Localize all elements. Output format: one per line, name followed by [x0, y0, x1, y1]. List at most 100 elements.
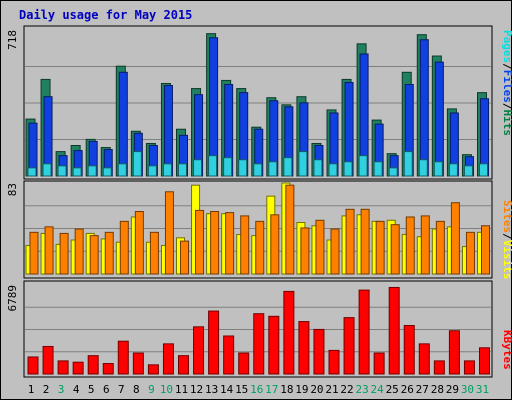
bar-kbytes-day-25 [388, 286, 400, 375]
bar-kbytes-day-21 [328, 349, 340, 375]
bar-pages-day-4 [72, 167, 82, 177]
bar-pages-day-12 [193, 159, 203, 177]
bar-kbytes-day-22 [343, 317, 355, 375]
bar-files-day-7 [118, 71, 128, 177]
max-label: 6789 [6, 285, 19, 312]
bar-sites-day-22 [345, 208, 355, 275]
bar-pages-day-1 [27, 167, 37, 177]
bar-sites-day-20 [315, 219, 325, 275]
day-axis-labels: 1 2 3 4 5 6 7 8 9 10 11 12 13 14 15 16 17 18 19 20 21 22 23 24 2… [28, 383, 489, 396]
legend-item: / [501, 233, 512, 240]
bar-sites-day-8 [134, 211, 144, 275]
bar-sites-day-11 [180, 240, 189, 275]
legend-sites-visits: Sites/Visits [501, 200, 512, 280]
bar-kbytes-day-26 [403, 324, 415, 375]
day-label: 24 [371, 383, 385, 396]
bar-kbytes-day-31 [479, 347, 490, 375]
bar-sites-day-10 [164, 191, 174, 275]
day-label: 1 [28, 383, 35, 396]
bar-kbytes-day-4 [72, 361, 84, 375]
bar-group [25, 182, 490, 275]
day-label: 15 [235, 383, 248, 396]
bar-kbytes-day-3 [57, 360, 69, 375]
bar-files-day-10 [163, 85, 173, 177]
legend-item: Hits [501, 110, 512, 137]
bar-sites-day-24 [375, 220, 385, 275]
legend-item: / [501, 63, 512, 70]
bar-pages-day-15 [238, 159, 248, 177]
bar-kbytes-day-2 [42, 345, 54, 375]
bar-kbytes-day-17 [268, 315, 280, 375]
bar-kbytes-day-7 [117, 340, 129, 375]
panel-hits-files-pages: 718 Pages/Files/Hits [6, 25, 512, 180]
bar-pages-day-18 [283, 157, 293, 177]
bar-files-day-27 [419, 39, 429, 177]
day-label: 7 [118, 383, 125, 396]
bar-kbytes-day-28 [433, 360, 445, 375]
legend-item: Sites [501, 200, 512, 233]
bar-kbytes-day-20 [313, 328, 325, 375]
bar-pages-day-3 [57, 165, 67, 177]
bar-kbytes-day-29 [448, 330, 460, 375]
bar-kbytes-day-30 [463, 360, 475, 375]
legend-kbytes: KBytes [501, 330, 512, 370]
bar-pages-day-19 [298, 151, 308, 177]
panel-kbytes: 6789 KBytes [6, 280, 512, 378]
bar-sites-day-26 [405, 216, 415, 275]
bar-sites-day-7 [119, 220, 129, 275]
bar-kbytes-day-6 [102, 363, 114, 375]
bar-sites-day-23 [360, 208, 370, 275]
day-label: 13 [205, 383, 218, 396]
bar-kbytes-day-16 [253, 313, 265, 375]
legend-item: Visits [501, 240, 512, 280]
legend-item: Files [501, 70, 512, 103]
bar-pages-day-2 [42, 163, 52, 177]
day-label: 22 [340, 383, 353, 396]
day-label: 29 [446, 383, 459, 396]
day-label: 8 [133, 383, 140, 396]
day-label: 17 [265, 383, 278, 396]
bar-pages-day-31 [479, 163, 488, 177]
bar-kbytes-day-8 [132, 352, 144, 375]
bar-kbytes-day-11 [178, 355, 189, 375]
bar-kbytes-day-27 [418, 343, 430, 375]
bar-pages-day-21 [328, 163, 338, 177]
bar-kbytes-day-13 [208, 310, 220, 375]
bar-pages-day-9 [147, 165, 157, 177]
bar-files-day-28 [434, 61, 444, 177]
day-label: 23 [355, 383, 368, 396]
bar-kbytes-day-14 [223, 335, 235, 375]
day-label: 11 [175, 383, 188, 396]
bar-sites-day-21 [330, 228, 340, 275]
day-label: 26 [401, 383, 414, 396]
bar-kbytes-day-10 [162, 343, 174, 375]
day-label: 6 [103, 383, 110, 396]
bar-kbytes-day-15 [238, 352, 250, 375]
day-label: 9 [148, 383, 155, 396]
bar-pages-day-5 [87, 165, 97, 177]
day-label: 5 [88, 383, 95, 396]
day-label: 20 [310, 383, 323, 396]
panel-sites-visits: 83 Sites/Visits [6, 180, 512, 280]
bar-pages-day-11 [178, 163, 187, 177]
day-label: 28 [431, 383, 444, 396]
legend-item: KBytes [501, 330, 512, 370]
bar-group [27, 286, 490, 375]
chart-title: Daily usage for May 2015 [19, 8, 192, 22]
day-label: 3 [58, 383, 65, 396]
bar-sites-day-25 [390, 224, 400, 275]
day-label: 4 [73, 383, 80, 396]
bar-pages-day-30 [463, 165, 473, 177]
bar-pages-day-13 [208, 155, 218, 177]
bar-kbytes-day-18 [283, 290, 295, 375]
bar-sites-day-28 [435, 220, 445, 275]
bar-sites-day-1 [29, 231, 39, 275]
bar-pages-day-20 [313, 159, 323, 177]
bar-sites-day-17 [270, 214, 280, 275]
day-label: 14 [220, 383, 234, 396]
day-label: 18 [280, 383, 293, 396]
bar-kbytes-day-1 [27, 356, 39, 375]
bar-sites-day-13 [210, 211, 220, 275]
bar-kbytes-day-5 [87, 355, 99, 375]
bar-pages-day-6 [102, 167, 112, 177]
